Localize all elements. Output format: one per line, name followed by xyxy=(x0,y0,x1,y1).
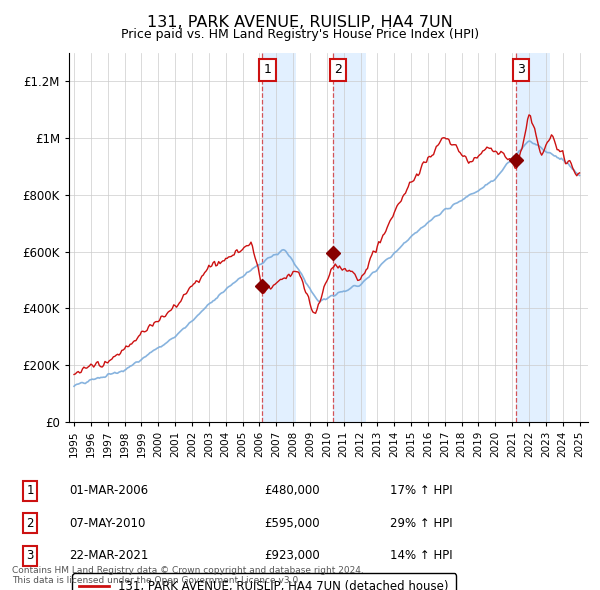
Text: 07-MAY-2010: 07-MAY-2010 xyxy=(69,517,145,530)
Text: 2: 2 xyxy=(26,517,34,530)
Bar xyxy=(333,53,367,422)
Text: 3: 3 xyxy=(517,63,525,76)
Text: 131, PARK AVENUE, RUISLIP, HA4 7UN: 131, PARK AVENUE, RUISLIP, HA4 7UN xyxy=(147,15,453,30)
Text: 2: 2 xyxy=(334,63,342,76)
Text: Contains HM Land Registry data © Crown copyright and database right 2024.
This d: Contains HM Land Registry data © Crown c… xyxy=(12,566,364,585)
Text: 22-MAR-2021: 22-MAR-2021 xyxy=(69,549,148,562)
Text: 17% ↑ HPI: 17% ↑ HPI xyxy=(390,484,452,497)
Legend: 131, PARK AVENUE, RUISLIP, HA4 7UN (detached house), HPI: Average price, detache: 131, PARK AVENUE, RUISLIP, HA4 7UN (deta… xyxy=(73,573,456,590)
Bar xyxy=(516,53,550,422)
Text: £923,000: £923,000 xyxy=(264,549,320,562)
Text: Price paid vs. HM Land Registry's House Price Index (HPI): Price paid vs. HM Land Registry's House … xyxy=(121,28,479,41)
Text: £480,000: £480,000 xyxy=(264,484,320,497)
Text: 1: 1 xyxy=(26,484,34,497)
Text: £595,000: £595,000 xyxy=(264,517,320,530)
Text: 3: 3 xyxy=(26,549,34,562)
Bar xyxy=(262,53,296,422)
Text: 01-MAR-2006: 01-MAR-2006 xyxy=(69,484,148,497)
Text: 1: 1 xyxy=(263,63,271,76)
Text: 14% ↑ HPI: 14% ↑ HPI xyxy=(390,549,452,562)
Text: 29% ↑ HPI: 29% ↑ HPI xyxy=(390,517,452,530)
